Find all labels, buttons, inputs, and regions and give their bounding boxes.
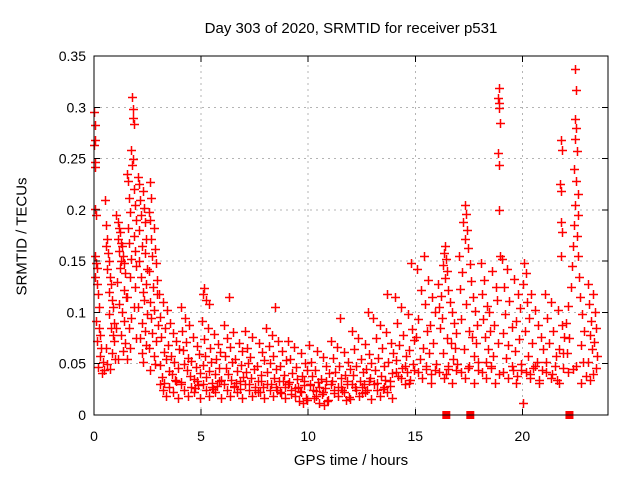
y-tick-label: 0.1 xyxy=(67,304,87,320)
chart-title: Day 303 of 2020, SRMTID for receiver p53… xyxy=(204,20,498,37)
x-tick-label: 0 xyxy=(90,428,98,444)
x-tick-label: 5 xyxy=(197,428,205,444)
y-tick-label: 0.2 xyxy=(67,202,87,218)
x-axis-title: GPS time / hours xyxy=(293,452,409,469)
x-tick-label: 20 xyxy=(515,428,531,444)
x-tick-label: 10 xyxy=(300,428,316,444)
plot-frame xyxy=(93,55,609,416)
y-tick-label: 0.35 xyxy=(59,48,86,64)
y-tick-label: 0.25 xyxy=(59,151,86,167)
y-tick-label: 0.05 xyxy=(59,356,86,372)
y-tick-label: 0.3 xyxy=(67,99,87,115)
y-axis-title: SRMTID / TECUs xyxy=(13,177,31,296)
y-tick-label: 0.15 xyxy=(59,253,86,269)
x-tick-label: 15 xyxy=(407,428,423,444)
y-tick-label: 0 xyxy=(78,407,86,423)
scatter-points xyxy=(90,65,602,410)
